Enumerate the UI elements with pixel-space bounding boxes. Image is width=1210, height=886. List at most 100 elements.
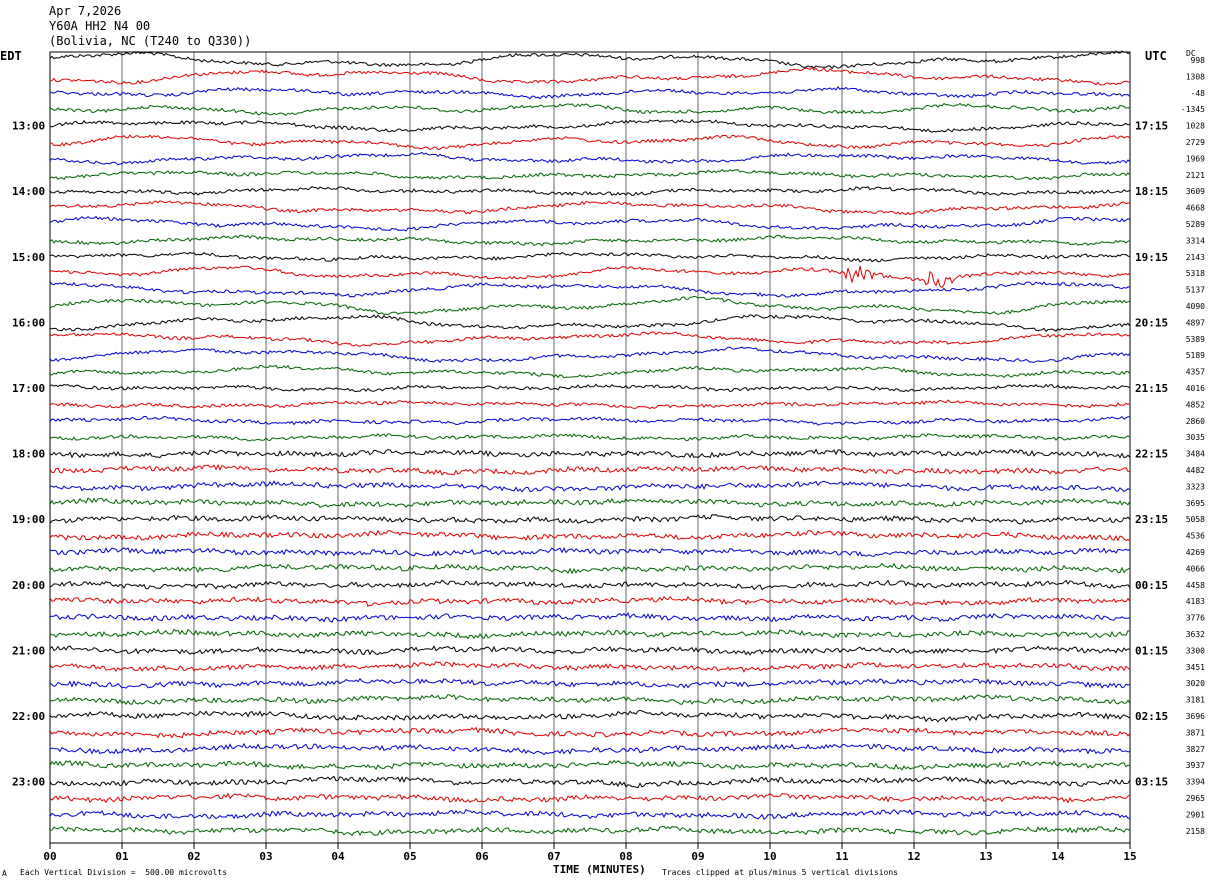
dc-offset-label: 1028 (1186, 122, 1205, 131)
dc-offset-label: 4852 (1186, 400, 1205, 409)
trace-row-46 (49, 808, 1130, 820)
trace-row-29 (49, 529, 1131, 542)
edt-time-label: 19:00 (12, 513, 45, 526)
dc-offset-label: 2860 (1186, 417, 1205, 426)
trace-row-38 (49, 677, 1131, 689)
x-axis-label: TIME (MINUTES) (553, 863, 646, 876)
trace-row-3 (49, 102, 1131, 117)
utc-time-label: 03:15 (1135, 776, 1168, 789)
trace-row-15 (49, 295, 1131, 316)
station-location: (Bolivia, NC (T240 to Q330)) (49, 34, 252, 48)
x-tick-label: 08 (619, 850, 632, 863)
trace-row-25 (49, 464, 1130, 476)
trace-row-33 (49, 596, 1131, 607)
trace-row-23 (49, 433, 1131, 442)
dc-offset-label: 5389 (1186, 335, 1205, 344)
edt-label: EDT (0, 49, 22, 63)
corner-mark: A (2, 869, 7, 878)
utc-time-label: 18:15 (1135, 185, 1168, 198)
trace-row-37 (49, 661, 1131, 673)
trace-row-11 (49, 234, 1131, 247)
dc-offset-label: 5189 (1186, 351, 1205, 360)
dc-offset-label: 3394 (1186, 778, 1205, 787)
dc-offset-label: 3451 (1186, 663, 1205, 672)
trace-row-8 (49, 186, 1131, 197)
trace-row-26 (50, 480, 1131, 493)
trace-row-30 (49, 547, 1131, 557)
trace-row-36 (49, 645, 1131, 656)
trace-row-47 (49, 825, 1131, 837)
trace-row-24 (49, 448, 1131, 459)
trace-row-35 (49, 628, 1131, 640)
trace-row-41 (49, 726, 1131, 739)
dc-offset-label: -1345 (1181, 105, 1205, 114)
trace-row-42 (49, 742, 1131, 756)
dc-offset-label: 3484 (1186, 450, 1205, 459)
dc-offset-label: 3035 (1186, 433, 1205, 442)
trace-row-5 (49, 134, 1131, 151)
x-tick-label: 06 (475, 850, 489, 863)
dc-offset-label: 3020 (1186, 679, 1205, 688)
trace-row-16 (49, 314, 1131, 333)
trace-row-28 (49, 514, 1131, 525)
utc-time-label: 00:15 (1135, 579, 1168, 592)
edt-time-label: 18:00 (12, 448, 45, 461)
x-tick-label: 05 (403, 850, 416, 863)
dc-offset-label: 3181 (1186, 696, 1205, 705)
x-tick-label: 13 (979, 850, 992, 863)
utc-time-label: 20:15 (1135, 316, 1168, 329)
dc-offset-label: 4066 (1186, 564, 1205, 573)
utc-time-label: 02:15 (1135, 710, 1168, 723)
dc-offset-label: 4897 (1186, 318, 1205, 327)
dc-offset-label: 1969 (1186, 154, 1205, 163)
x-tick-label: 04 (331, 850, 345, 863)
x-tick-label: 03 (259, 850, 272, 863)
dc-offset-label: 5058 (1186, 515, 1205, 524)
dc-offset-label: 5137 (1186, 286, 1205, 295)
dc-offset-label: 1308 (1186, 72, 1205, 81)
dc-offset-label: 4357 (1186, 368, 1205, 377)
dc-offset-label: 3696 (1186, 712, 1205, 721)
trace-row-27 (49, 497, 1131, 508)
trace-row-39 (49, 693, 1131, 706)
dc-offset-label: 3776 (1186, 614, 1205, 623)
x-tick-label: 12 (907, 850, 920, 863)
trace-row-17 (49, 331, 1131, 347)
dc-offset-label: 3695 (1186, 499, 1205, 508)
dc-offset-label: -48 (1191, 89, 1206, 98)
dc-offset-label: 4183 (1186, 597, 1205, 606)
trace-row-34 (49, 612, 1131, 623)
dc-offset-label: 3827 (1186, 745, 1205, 754)
station-name: Y60A HH2 N4 00 (49, 19, 151, 33)
dc-offset-label: 3632 (1186, 630, 1205, 639)
trace-row-45 (49, 792, 1131, 804)
scale-note: Each Vertical Division = 500.00 microvol… (20, 868, 228, 877)
dc-offset-label: 2965 (1186, 794, 1205, 803)
trace-row-1 (49, 66, 1131, 86)
trace-row-0 (49, 50, 1131, 70)
clip-note: Traces clipped at plus/minus 5 vertical … (662, 868, 899, 877)
trace-row-12 (49, 251, 1131, 263)
trace-row-32 (49, 579, 1131, 591)
trace-row-21 (49, 399, 1131, 410)
dc-offset-label: 3323 (1186, 482, 1205, 491)
dc-offset-label: 4668 (1186, 204, 1205, 213)
dc-offset-label: 4536 (1186, 532, 1205, 541)
edt-time-label: 17:00 (12, 382, 45, 395)
dc-offset-label: 4269 (1186, 548, 1205, 557)
trace-row-2 (49, 86, 1131, 100)
x-tick-label: 00 (43, 850, 56, 863)
plot-frame (49, 51, 1131, 844)
dc-offset-label: 4482 (1186, 466, 1205, 475)
x-tick-label: 14 (1051, 850, 1065, 863)
dc-offset-label: 4016 (1186, 384, 1205, 393)
x-tick-label: 15 (1123, 850, 1136, 863)
dc-offset-label: 3300 (1186, 646, 1205, 655)
trace-row-22 (49, 415, 1130, 426)
trace-row-4 (49, 119, 1131, 133)
edt-time-label: 16:00 (12, 316, 45, 329)
trace-row-10 (49, 215, 1131, 232)
dc-offset-label: 5289 (1186, 220, 1205, 229)
utc-time-label: 01:15 (1135, 644, 1168, 657)
